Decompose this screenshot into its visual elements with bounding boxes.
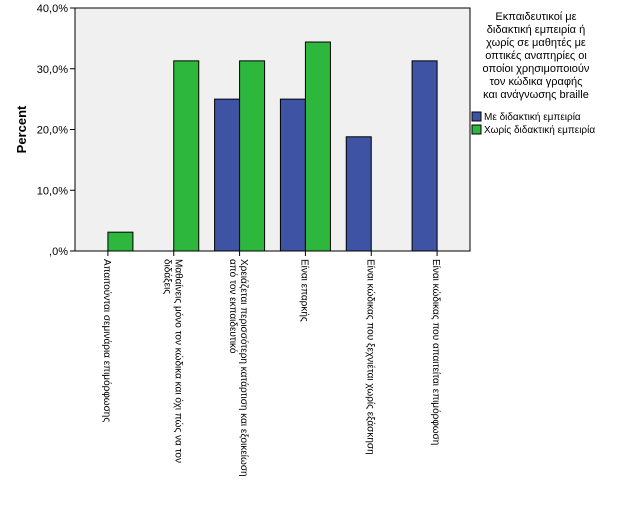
- x-tick-label-line: Μαθαίνεις μόνο τον κώδικα και όχι πώς να…: [172, 259, 184, 463]
- bar: [239, 60, 266, 252]
- x-tick-label-line: Χρειάζεται περισσότερη κατάρτιση και εξο…: [238, 259, 250, 477]
- legend-title-line: διδακτική εμπειρία ή: [487, 24, 585, 36]
- plot-area: [74, 7, 471, 252]
- legend-title-line: οπτικές αναπηρίες οι: [485, 50, 587, 62]
- x-tick-label-line: Είναι κώδικας που απαιτείται επιμόρφωση: [430, 259, 442, 445]
- bar: [345, 136, 372, 252]
- x-tick-label-line: Είναι επαρκής: [298, 259, 310, 322]
- legend-swatch: [471, 124, 482, 135]
- y-axis: 40,0% 30,0% 20,0% 10,0% ,0%: [37, 3, 75, 258]
- x-tick-label: Είναι κώδικας που ξεχνιέται χωρίς εξάσκη…: [364, 259, 376, 455]
- legend-title-line: χωρίς σε μαθητές με: [486, 37, 586, 49]
- legend-title-line: και ανάγνωσης braille: [483, 89, 589, 101]
- x-tick-label-line: Είναι κώδικας που ξεχνιέται χωρίς εξάσκη…: [364, 259, 376, 455]
- y-tick-label: 30,0%: [37, 64, 68, 76]
- x-tick-label: Απαιτούνται σεμινάρια επιμόρφωσης: [101, 259, 113, 422]
- x-tick-label-line: Απαιτούνται σεμινάρια επιμόρφωσης: [101, 259, 113, 422]
- bar: [214, 98, 241, 252]
- x-tick-label: Είναι κώδικας που απαιτείται επιμόρφωση: [430, 259, 442, 445]
- bar: [173, 60, 200, 252]
- bar: [107, 231, 134, 252]
- x-tick-label: Μαθαίνεις μόνο τον κώδικα και όχι πώς να…: [161, 259, 184, 463]
- bar: [304, 41, 331, 252]
- x-tick-label: Είναι επαρκής: [298, 259, 310, 322]
- legend-label: Χωρίς διδακτική εμπειρία: [484, 124, 595, 136]
- x-tick-label: Χρειάζεται περισσότερη κατάρτιση και εξο…: [227, 259, 250, 477]
- x-tick-label-line: από τον εκπαιδευτικό: [227, 259, 239, 354]
- legend-title-line: τον κώδικα γραφής: [490, 76, 583, 88]
- legend-title-line: Εκπαιδευτικοί με: [495, 11, 576, 23]
- legend-label: Με διδακτική εμπειρία: [484, 111, 581, 123]
- legend-swatch: [471, 111, 482, 122]
- bar: [279, 98, 306, 252]
- bar: [411, 60, 438, 252]
- x-axis: Απαιτούνται σεμινάρια επιμόρφωσης Μαθαίνε…: [101, 251, 442, 477]
- x-tick-label-line: διδάξεις: [161, 259, 173, 294]
- bars: [107, 41, 438, 252]
- y-axis-label: Percent: [14, 105, 29, 153]
- y-tick-label: 40,0%: [37, 3, 68, 15]
- legend-title-line: οποίοι χρησιμοποιούν: [483, 63, 590, 75]
- y-tick-label: ,0%: [49, 246, 68, 258]
- y-tick-label: 10,0%: [37, 185, 68, 197]
- y-tick-label: 20,0%: [37, 125, 68, 137]
